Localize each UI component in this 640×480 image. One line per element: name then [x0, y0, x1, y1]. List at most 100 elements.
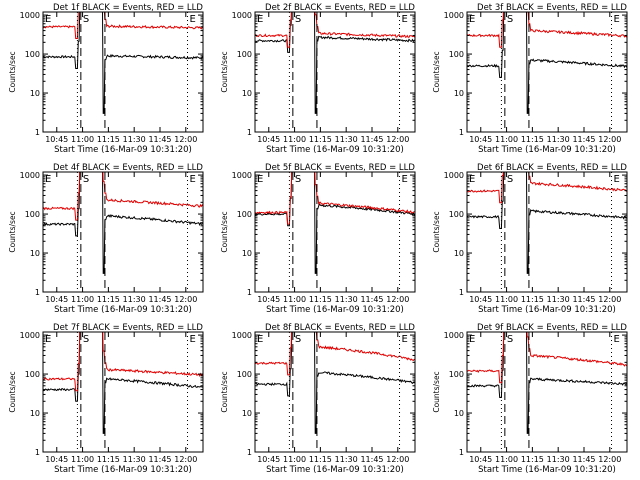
- x-tick-label: 11:00: [495, 295, 518, 304]
- events-series-line: [255, 172, 415, 274]
- lld-series-line: [255, 172, 415, 225]
- x-tick-label: 10:45: [45, 135, 68, 144]
- events-series-line: [467, 332, 627, 434]
- y-tick-label: 10: [242, 409, 252, 418]
- time-marker-label: E: [402, 14, 408, 25]
- panel-title: Det 2f BLACK = Events, RED = LLD: [265, 3, 415, 13]
- x-tick-label: 11:00: [495, 455, 518, 464]
- x-tick-label: 11:15: [309, 135, 332, 144]
- y-tick-label: 10: [242, 249, 252, 258]
- time-marker-label: E: [402, 174, 408, 185]
- time-marker-label: E: [614, 174, 620, 185]
- x-tick-label: 11:00: [283, 295, 306, 304]
- y-tick-label: 1000: [444, 171, 464, 180]
- x-tick-label: 11:45: [360, 295, 383, 304]
- y-tick-label: 10: [454, 249, 464, 258]
- time-marker-label: E: [614, 14, 620, 25]
- y-tick-label: 1: [35, 448, 40, 457]
- x-axis-label: Start Time (16-Mar-09 10:31:20): [54, 465, 192, 475]
- y-tick-label: 10: [454, 409, 464, 418]
- y-tick-label: 1000: [232, 171, 252, 180]
- events-series-line: [255, 332, 415, 434]
- events-series-line: [467, 12, 627, 114]
- time-marker-label: S: [507, 174, 513, 185]
- lld-series-line: [255, 332, 415, 376]
- x-tick-label: 12:00: [174, 135, 197, 144]
- y-tick-label: 1000: [232, 331, 252, 340]
- time-marker-label: S: [507, 334, 513, 345]
- x-axis-label: Start Time (16-Mar-09 10:31:20): [54, 145, 192, 155]
- panel-title: Det 7f BLACK = Events, RED = LLD: [53, 323, 203, 333]
- y-tick-label: 10: [30, 249, 40, 258]
- x-tick-label: 11:30: [123, 455, 146, 464]
- x-axis-label: Start Time (16-Mar-09 10:31:20): [478, 305, 616, 315]
- time-marker-label: S: [83, 174, 89, 185]
- x-tick-label: 11:00: [495, 135, 518, 144]
- lld-series-line: [467, 12, 627, 48]
- panel-title: Det 6f BLACK = Events, RED = LLD: [477, 163, 627, 173]
- x-tick-label: 12:00: [598, 455, 621, 464]
- x-tick-label: 10:45: [469, 135, 492, 144]
- y-tick-label: 10: [30, 409, 40, 418]
- y-tick-label: 100: [237, 370, 252, 379]
- x-tick-label: 11:45: [148, 135, 171, 144]
- x-tick-label: 11:00: [283, 135, 306, 144]
- plot-frame: [466, 331, 628, 453]
- time-marker-label: E: [469, 334, 475, 345]
- x-tick-label: 11:00: [283, 455, 306, 464]
- x-tick-label: 11:45: [360, 135, 383, 144]
- x-axis-label: Start Time (16-Mar-09 10:31:20): [54, 305, 192, 315]
- time-marker-label: S: [295, 334, 301, 345]
- x-tick-label: 11:30: [335, 135, 358, 144]
- time-marker-label: E: [614, 334, 620, 345]
- x-tick-label: 11:45: [360, 455, 383, 464]
- x-tick-label: 11:30: [547, 455, 570, 464]
- y-tick-label: 1: [247, 448, 252, 457]
- x-tick-label: 11:30: [547, 295, 570, 304]
- x-tick-label: 10:45: [469, 295, 492, 304]
- x-axis-label: Start Time (16-Mar-09 10:31:20): [478, 465, 616, 475]
- y-tick-label: 1: [35, 288, 40, 297]
- lld-series-line: [43, 12, 203, 39]
- x-tick-label: 12:00: [386, 135, 409, 144]
- y-tick-label: 100: [449, 210, 464, 219]
- y-tick-label: 100: [449, 370, 464, 379]
- y-tick-label: 10: [454, 89, 464, 98]
- y-tick-label: 100: [237, 210, 252, 219]
- events-series-line: [43, 172, 203, 274]
- x-tick-label: 11:00: [71, 455, 94, 464]
- y-tick-label: 100: [25, 370, 40, 379]
- x-tick-label: 11:15: [97, 295, 120, 304]
- x-tick-label: 11:15: [521, 295, 544, 304]
- time-marker-label: S: [295, 174, 301, 185]
- y-tick-label: 1000: [20, 11, 40, 20]
- x-tick-label: 11:30: [335, 295, 358, 304]
- time-marker-label: E: [45, 14, 51, 25]
- time-marker-label: E: [469, 14, 475, 25]
- events-series-line: [255, 12, 415, 114]
- panel-title: Det 4f BLACK = Events, RED = LLD: [53, 163, 203, 173]
- x-tick-label: 11:45: [148, 295, 171, 304]
- x-tick-label: 12:00: [598, 135, 621, 144]
- y-tick-label: 1: [247, 288, 252, 297]
- lld-series-line: [467, 332, 627, 384]
- x-axis-label: Start Time (16-Mar-09 10:31:20): [266, 465, 404, 475]
- plot-frame: [42, 331, 204, 453]
- y-tick-label: 10: [30, 89, 40, 98]
- x-tick-label: 10:45: [45, 455, 68, 464]
- y-axis-label: Counts/sec: [220, 371, 229, 412]
- panel-title: Det 9f BLACK = Events, RED = LLD: [477, 323, 627, 333]
- x-tick-label: 11:15: [521, 455, 544, 464]
- x-axis-label: Start Time (16-Mar-09 10:31:20): [478, 145, 616, 155]
- lld-series-line: [467, 172, 627, 204]
- panel-title: Det 8f BLACK = Events, RED = LLD: [265, 323, 415, 333]
